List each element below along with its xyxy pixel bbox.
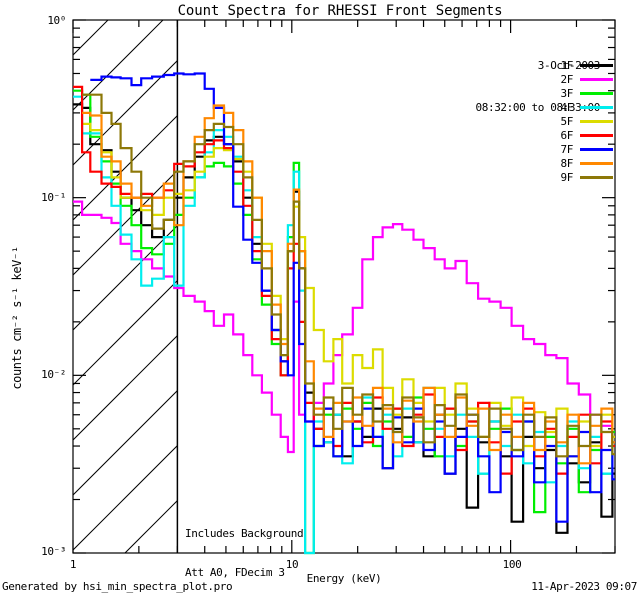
legend-item: 9F	[561, 171, 613, 185]
legend-item: 2F	[561, 72, 613, 86]
axes	[72, 19, 616, 554]
legend-swatch	[580, 63, 613, 67]
series-9F	[82, 93, 615, 458]
legend-label: 5F	[560, 114, 574, 128]
legend-swatch	[580, 134, 613, 138]
legend-item: 8F	[561, 157, 613, 171]
y-tick-label-1e0: 10⁰	[47, 14, 66, 27]
footer-generator: Generated by hsi_min_spectra_plot.pro	[2, 580, 233, 593]
legend-swatch	[580, 162, 613, 166]
legend-swatch	[580, 105, 613, 109]
x-tick-label-100: 100	[502, 558, 522, 571]
legend-item: 5F	[561, 114, 613, 128]
footer-timestamp: 11-Apr-2023 09:07	[531, 580, 637, 593]
y-tick-label-1e-1: 10⁻¹	[41, 191, 66, 204]
legend-label: 2F	[560, 72, 574, 86]
legend-item: 1F	[561, 58, 613, 72]
legend-date: 3-Oct-2003	[537, 59, 601, 72]
legend-label: 7F	[560, 143, 574, 157]
legend-swatch	[580, 91, 613, 95]
legend-swatch	[580, 77, 613, 81]
legend-time-range: 08:32:00 to 08:33:00	[475, 101, 601, 114]
legend-swatch	[580, 176, 613, 180]
series-3F	[73, 89, 615, 555]
legend-label: 1F	[560, 58, 574, 72]
annotation-attenuator: Att A0, FDecim 3	[185, 566, 285, 579]
legend: 1F 2F 3F 4F 5F 6F 7F 8F 9F	[561, 58, 613, 185]
plot-title: Count Spectra for RHESSI Front Segments	[177, 3, 503, 19]
legend-label: 9F	[560, 171, 574, 185]
legend-item: 4F	[561, 100, 613, 114]
legend-item: 6F	[561, 128, 613, 142]
hatched-region	[73, 20, 178, 553]
x-tick-label-1: 1	[69, 558, 77, 571]
x-tick-label-10: 10	[285, 558, 299, 571]
legend-label: 8F	[560, 157, 574, 171]
legend-swatch	[580, 119, 613, 123]
x-axis-label: Energy (keV)	[306, 572, 382, 585]
legend-dates: 3-Oct-2003 08:32:00 to 08:33:00	[475, 31, 601, 143]
y-tick-label-1e-2: 10⁻²	[41, 368, 66, 381]
legend-item: 3F	[561, 86, 613, 100]
y-axis-label: counts cm⁻² s⁻¹ keV⁻¹	[10, 246, 24, 390]
plot-annotations: Includes Background Att A0, FDecim 3	[185, 501, 304, 600]
legend-label: 3F	[560, 86, 574, 100]
spectra-series	[73, 72, 615, 555]
legend-swatch	[580, 148, 613, 152]
legend-label: 6F	[560, 129, 574, 143]
y-tick-label-1e-3: 10⁻³	[41, 545, 66, 558]
legend-item: 7F	[561, 143, 613, 157]
annotation-background: Includes Background	[185, 527, 304, 540]
legend-label: 4F	[560, 100, 574, 114]
